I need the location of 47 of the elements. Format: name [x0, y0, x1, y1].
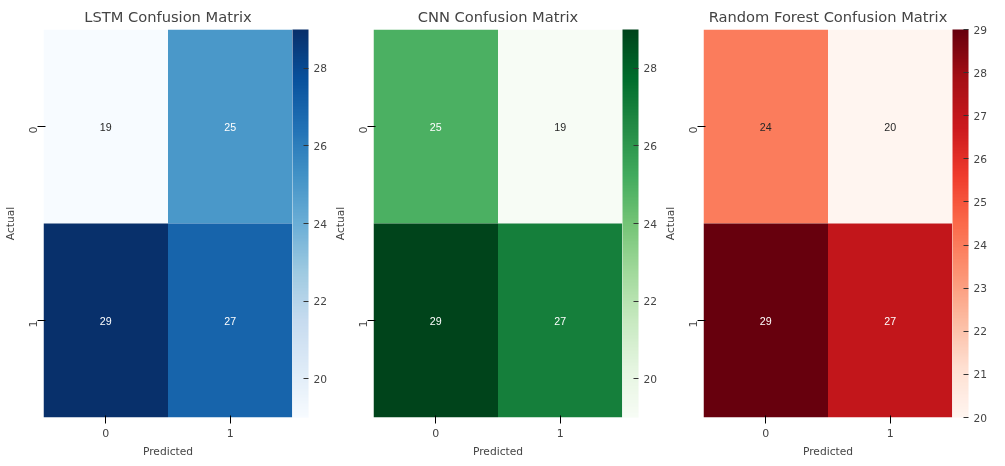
- color-bar-label: 22: [643, 295, 658, 309]
- color-bar-label: 26: [643, 139, 658, 153]
- y-axis-title: Actual: [333, 206, 347, 241]
- color-bar-label: 24: [643, 217, 658, 231]
- color-bar-label: 26: [313, 139, 328, 153]
- x-tick-label: 1: [556, 426, 564, 440]
- data-label: 27: [884, 314, 897, 327]
- color-bar-label: 25: [973, 195, 988, 209]
- x-axis-title: Predicted: [142, 444, 194, 458]
- x-tick-label: 0: [762, 426, 770, 440]
- y-axis-title: Actual: [3, 206, 17, 241]
- chart-title: CNN Confusion Matrix: [417, 7, 579, 25]
- y-axis-title: Actual: [663, 206, 677, 241]
- x-tick-label: 0: [432, 426, 440, 440]
- chart-title: LSTM Confusion Matrix: [84, 7, 253, 25]
- data-label: 19: [554, 120, 567, 133]
- color-bar-label: 22: [313, 295, 328, 309]
- x-tick-label: 1: [226, 426, 234, 440]
- data-label: 29: [429, 314, 442, 327]
- color-bar-label: 24: [313, 217, 328, 231]
- color-bar-label: 29: [973, 23, 988, 37]
- color-bar-label: 28: [643, 62, 658, 76]
- color-bar-label: 23: [973, 282, 988, 296]
- color-bar-label: 26: [973, 152, 988, 166]
- color-bar-label: 22: [973, 325, 988, 339]
- x-tick-label: 0: [102, 426, 110, 440]
- color-bar-label: 27: [973, 109, 988, 123]
- chart-title: Random Forest Confusion Matrix: [708, 7, 948, 25]
- data-label: 29: [99, 314, 112, 327]
- color-bar-label: 28: [973, 66, 988, 80]
- color-bar-label: 20: [643, 372, 658, 386]
- x-axis-title: Predicted: [472, 444, 524, 458]
- data-label: 27: [224, 314, 237, 327]
- x-tick-label: 1: [886, 426, 894, 440]
- data-label: 20: [884, 120, 897, 133]
- data-label: 25: [224, 120, 237, 133]
- color-bar-label: 21: [973, 368, 988, 382]
- x-axis-title: Predicted: [802, 444, 854, 458]
- data-label: 27: [554, 314, 567, 327]
- color-bar-label: 28: [313, 62, 328, 76]
- data-label: 24: [759, 120, 772, 133]
- color-bar-label: 24: [973, 239, 988, 253]
- data-label: 25: [429, 120, 442, 133]
- data-label: 29: [759, 314, 772, 327]
- data-label: 19: [99, 120, 112, 133]
- color-bar-label: 20: [313, 372, 328, 386]
- color-bar-label: 20: [973, 411, 988, 425]
